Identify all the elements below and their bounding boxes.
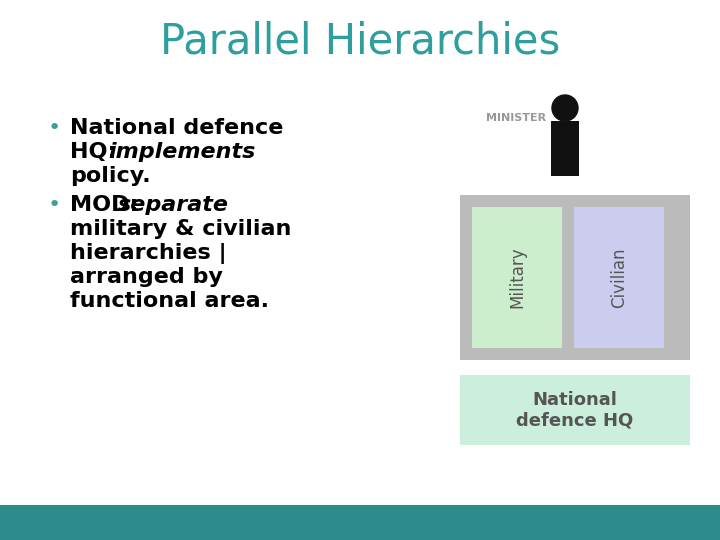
Bar [574,207,664,348]
Bar [0,505,720,540]
Text: National defence: National defence [70,118,284,138]
Text: College of Management and Technology: College of Management and Technology [207,515,513,530]
Text: functional area.: functional area. [70,291,269,311]
Text: Parallel Hierarchies: Parallel Hierarchies [160,21,560,63]
Text: •: • [48,195,61,215]
Text: military & civilian: military & civilian [70,219,292,239]
Text: MINISTER: MINISTER [486,113,546,123]
Text: Military: Military [508,247,526,308]
Bar [460,375,690,445]
Text: National
defence HQ: National defence HQ [516,390,634,429]
Bar [472,207,562,348]
Text: MOD:: MOD: [70,195,146,215]
Text: policy.: policy. [70,166,150,186]
Text: Civilian: Civilian [610,247,628,308]
Text: •: • [48,118,61,138]
Text: implements: implements [108,142,256,162]
Text: hierarchies |: hierarchies | [70,243,227,264]
Text: arranged by: arranged by [70,267,223,287]
Text: HQ:: HQ: [70,142,124,162]
Circle shape [552,95,578,121]
Text: separate: separate [118,195,229,215]
Bar [551,121,579,176]
Bar [460,195,690,360]
